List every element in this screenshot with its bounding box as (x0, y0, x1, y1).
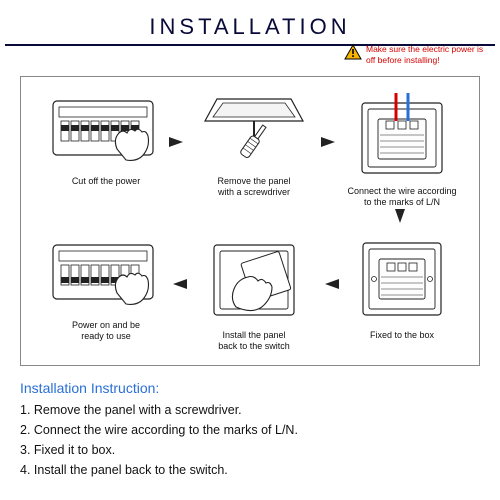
arrow-right-icon (169, 135, 187, 149)
instructions-list: 1. Remove the panel with a screwdriver. … (20, 400, 298, 480)
page-title: INSTALLATION (0, 0, 500, 40)
step-5: Install the panel back to the switch (189, 237, 319, 353)
breaker-panel-illustration (51, 93, 161, 167)
fixed-box-illustration (355, 237, 449, 321)
instruction-item: 2. Connect the wire according to the mar… (20, 420, 298, 440)
warning-banner: Make sure the electric power is off befo… (344, 44, 486, 65)
warning-text: Make sure the electric power is off befo… (366, 44, 486, 65)
step-6: Power on and be ready to use (41, 237, 171, 343)
warning-icon (344, 44, 362, 60)
step-caption: Install the panel back to the switch (189, 330, 319, 353)
step-4: Fixed to the box (337, 237, 467, 341)
arrow-down-icon (393, 209, 407, 227)
diagram-frame: Cut off the power Remove the panel with … (20, 76, 480, 366)
breaker-panel-on-illustration (51, 237, 161, 311)
step-2: Remove the panel with a screwdriver (189, 93, 319, 199)
instruction-item: 3. Fixed it to box. (20, 440, 298, 460)
step-caption: Connect the wire according to the marks … (337, 186, 467, 209)
instruction-item: 4. Install the panel back to the switch. (20, 460, 298, 480)
step-3: Connect the wire according to the marks … (337, 93, 467, 209)
arrow-right-icon (321, 135, 339, 149)
step-1: Cut off the power (41, 93, 171, 187)
step-caption: Remove the panel with a screwdriver (189, 176, 319, 199)
connect-wire-illustration (352, 93, 452, 177)
install-panel-illustration (204, 237, 304, 321)
remove-panel-illustration (199, 93, 309, 167)
step-caption: Cut off the power (41, 176, 171, 187)
arrow-left-icon (321, 277, 339, 291)
instruction-item: 1. Remove the panel with a screwdriver. (20, 400, 298, 420)
step-caption: Power on and be ready to use (41, 320, 171, 343)
arrow-left-icon (169, 277, 187, 291)
step-caption: Fixed to the box (337, 330, 467, 341)
instructions-heading: Installation Instruction: (20, 380, 159, 396)
